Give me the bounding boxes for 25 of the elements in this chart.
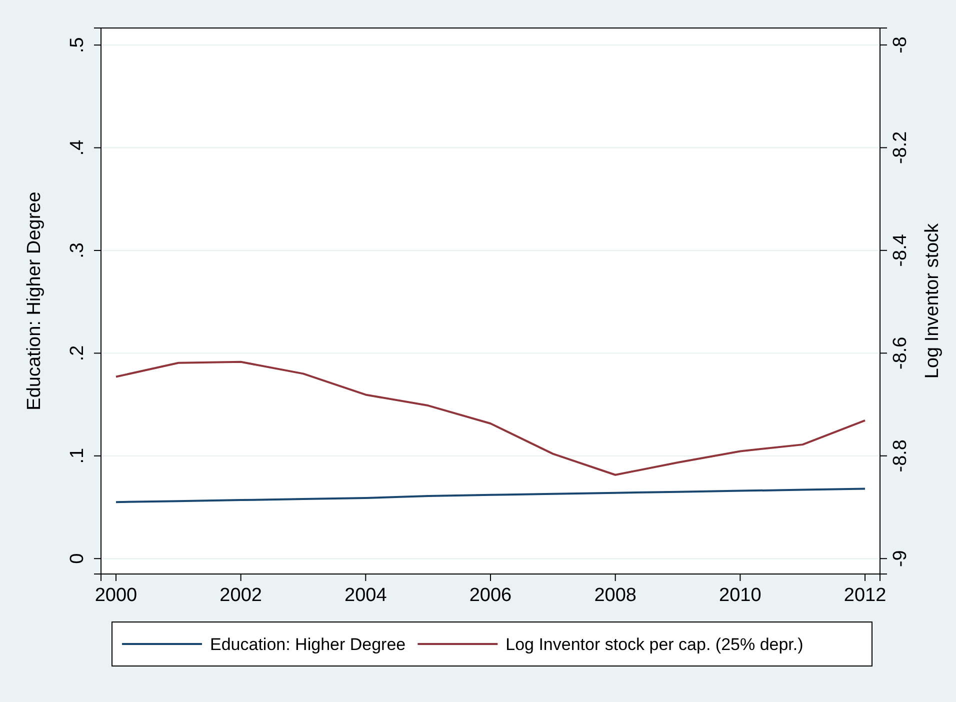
y-tick-label: .2 [67,345,88,362]
y2-tick-label: -8.6 [890,336,911,370]
y-tick-label: .4 [67,139,88,156]
x-tick-label: 2002 [220,585,262,606]
y-tick-label: 0 [67,553,88,564]
y2-tick-label: -8.2 [890,131,911,164]
y-tick-label: .1 [67,448,88,464]
legend-label: Education: Higher Degree [210,635,406,654]
y2-tick-label: -9 [890,550,911,568]
line-series [114,360,866,476]
y-tick-label: .5 [67,37,88,53]
line-series [114,488,866,504]
x-tick-label: 2004 [344,585,388,606]
x-tick-label: 2010 [719,585,762,606]
legend-label: Log Inventor stock per cap. (25% depr.) [506,635,804,654]
y-axis-title: Education: Higher Degree [24,192,45,410]
y2-tick-label: -8.8 [890,439,911,472]
x-tick-label: 2006 [469,585,512,606]
x-tick-label: 2000 [94,585,138,606]
y2-axis-title: Log Inventor stock [922,222,943,379]
y2-tick-label: -8 [890,36,911,54]
y2-tick-label: -8.4 [890,234,911,267]
y-tick-label: .3 [67,242,88,258]
x-tick-label: 2008 [594,585,636,606]
x-tick-label: 2012 [844,585,886,606]
